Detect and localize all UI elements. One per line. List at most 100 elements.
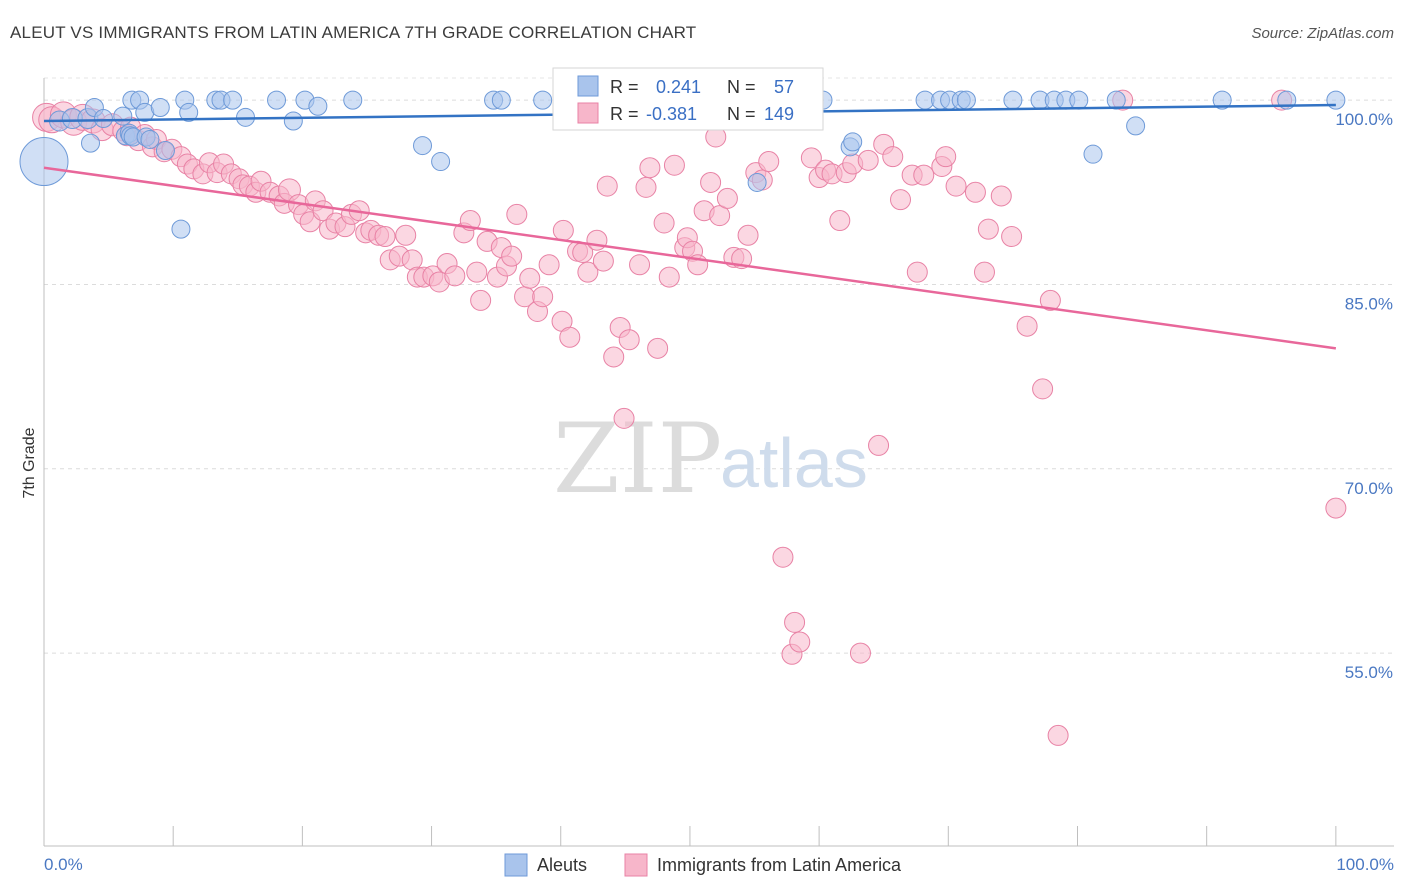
latin-america-point — [913, 164, 935, 186]
y-tick-label: 85.0% — [1345, 294, 1393, 313]
legend-label-latin-america: Immigrants from Latin America — [657, 855, 902, 875]
aleuts-point — [155, 140, 175, 160]
stats-n-label-latin-america: N = — [727, 104, 756, 124]
latin-america-point — [945, 175, 967, 197]
latin-america-point — [635, 176, 657, 198]
latin-america-point — [647, 337, 669, 359]
latin-america-point — [470, 289, 492, 311]
latin-america-point — [789, 631, 811, 653]
latin-america-point — [577, 261, 599, 283]
latin-america-point — [990, 185, 1012, 207]
latin-america-point — [596, 175, 618, 197]
aleuts-point — [171, 219, 191, 239]
latin-america-trend-line — [43, 166, 1337, 350]
latin-america-point — [506, 203, 528, 225]
latin-america-point — [709, 205, 731, 227]
latin-america-point — [906, 261, 928, 283]
watermark-zip: ZIP — [553, 403, 722, 515]
stats-r-latin-america: -0.381 — [646, 104, 697, 124]
y-tick-label: 70.0% — [1345, 479, 1393, 498]
aleuts-point — [843, 132, 863, 152]
latin-america-point — [1325, 497, 1347, 519]
latin-america-point — [737, 224, 759, 246]
latin-america-point — [1032, 378, 1054, 400]
aleuts-point — [413, 136, 433, 156]
aleuts-point — [223, 90, 243, 110]
series-latin-america-points — [32, 89, 1347, 746]
legend-swatch-aleuts — [504, 853, 528, 877]
y-tick-labels: 100.0% 85.0% 70.0% 55.0% — [1335, 110, 1393, 682]
latin-america-point — [829, 210, 851, 232]
watermark: ZIP atlas — [553, 403, 868, 515]
x-tick-label-100: 100.0% — [1336, 855, 1394, 874]
latin-america-point — [868, 434, 890, 456]
latin-america-point — [603, 346, 625, 368]
latin-america-point — [444, 265, 466, 287]
latin-america-point — [977, 218, 999, 240]
aleuts-point — [533, 90, 553, 110]
x-tick-label-0: 0.0% — [44, 855, 83, 874]
aleuts-point — [308, 96, 328, 116]
watermark-atlas: atlas — [720, 424, 868, 502]
aleuts-point — [1106, 90, 1126, 110]
latin-america-point — [658, 266, 680, 288]
aleuts-point — [956, 90, 976, 110]
stats-n-aleuts: 57 — [774, 77, 794, 97]
latin-america-point — [559, 326, 581, 348]
latin-america-point — [639, 157, 661, 179]
latin-america-point — [538, 254, 560, 276]
latin-america-point — [374, 226, 396, 248]
aleuts-point — [1126, 116, 1146, 136]
stats-r-aleuts: 0.241 — [656, 77, 701, 97]
y-axis-label: 7th Grade — [21, 427, 38, 498]
aleuts-point — [267, 90, 287, 110]
gridlines — [44, 77, 1394, 654]
chart-source: Source: ZipAtlas.com — [1251, 25, 1394, 42]
trend-lines — [43, 103, 1337, 350]
aleuts-point — [140, 129, 160, 149]
latin-america-point — [890, 189, 912, 211]
aleuts-point — [343, 90, 363, 110]
axes — [43, 78, 1394, 847]
aleuts-point — [1069, 90, 1089, 110]
series-aleuts-points — [19, 90, 1346, 239]
stats-r-label-aleuts: R = — [610, 77, 639, 97]
latin-america-point — [519, 267, 541, 289]
latin-america-point — [1047, 724, 1069, 746]
x-minor-ticks — [43, 826, 1337, 846]
latin-america-point — [973, 261, 995, 283]
latin-america-point — [700, 171, 722, 193]
chart-title: ALEUT VS IMMIGRANTS FROM LATIN AMERICA 7… — [10, 23, 696, 42]
latin-america-point — [1039, 289, 1061, 311]
stats-n-label-aleuts: N = — [727, 77, 756, 97]
stats-r-label-latin-america: R = — [610, 104, 639, 124]
aleuts-point — [1083, 144, 1103, 164]
latin-america-point — [613, 407, 635, 429]
aleuts-point — [150, 97, 170, 117]
aleuts-point — [1326, 90, 1346, 110]
latin-america-point — [1001, 226, 1023, 248]
stats-swatch-aleuts — [577, 75, 599, 97]
aleuts-point — [1003, 90, 1023, 110]
latin-america-point — [1016, 315, 1038, 337]
latin-america-point — [784, 611, 806, 633]
latin-america-point — [857, 149, 879, 171]
latin-america-point — [758, 151, 780, 173]
stats-box: R = 0.241 N = 57 R = -0.381 N = 149 — [552, 67, 824, 131]
latin-america-point — [663, 154, 685, 176]
y-tick-label: 100.0% — [1335, 110, 1393, 129]
legend: Aleuts Immigrants from Latin America — [504, 853, 902, 877]
aleuts-point — [179, 102, 199, 122]
aleuts-point — [1212, 90, 1232, 110]
latin-america-point — [964, 181, 986, 203]
aleuts-point — [81, 133, 101, 153]
aleuts-point — [431, 152, 451, 172]
latin-america-point — [532, 286, 554, 308]
legend-swatch-latin-america — [624, 853, 648, 877]
latin-america-point — [395, 224, 417, 246]
stats-swatch-latin-america — [577, 102, 599, 124]
aleuts-point — [113, 106, 133, 126]
latin-america-point — [653, 212, 675, 234]
stats-n-latin-america: 149 — [764, 104, 794, 124]
